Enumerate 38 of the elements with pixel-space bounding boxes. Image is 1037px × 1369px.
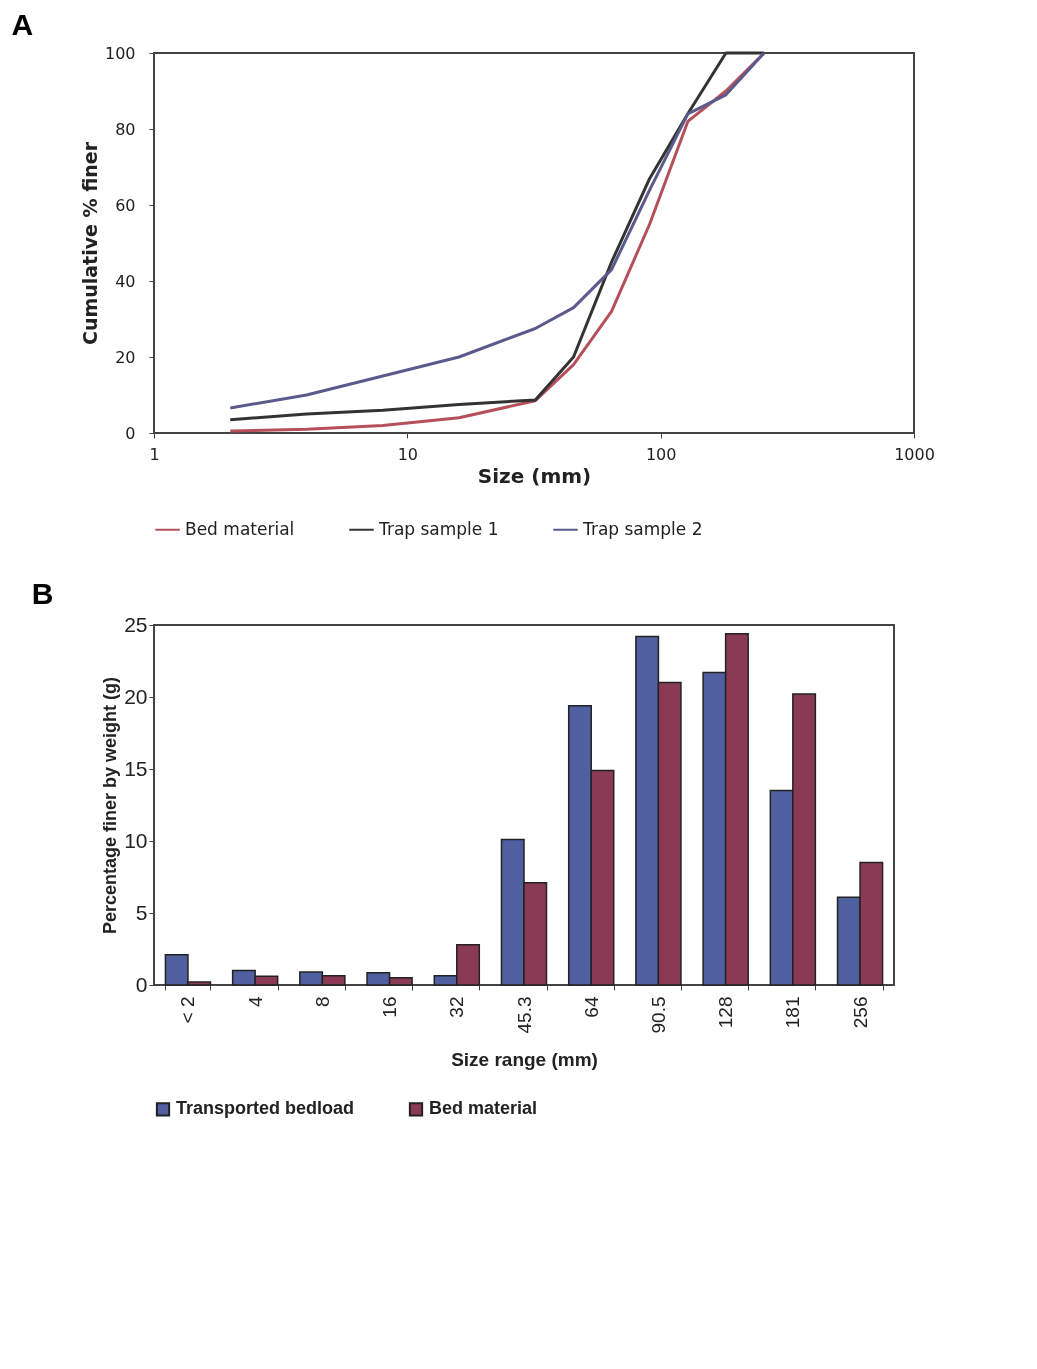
x-tick-label: 1000 bbox=[894, 444, 935, 464]
legend-label: Trap sample 1 bbox=[378, 518, 499, 539]
y-tick-label: 80 bbox=[115, 119, 136, 139]
y-tick-label: 20 bbox=[115, 347, 136, 367]
y-axis-title: Percentage finer by weight (g) bbox=[100, 676, 121, 935]
x-tick-label: 45.3 bbox=[513, 996, 535, 1034]
chart-title: A bbox=[11, 8, 34, 41]
x-tick-label: 10 bbox=[397, 444, 419, 464]
x-tick-label: 128 bbox=[715, 996, 737, 1029]
legend-label: Bed material bbox=[429, 1098, 538, 1119]
legend-label: Trap sample 2 bbox=[582, 518, 703, 539]
x-tick-label: 1 bbox=[149, 444, 160, 464]
y-tick-label: 25 bbox=[124, 612, 148, 636]
y-tick-label: 60 bbox=[115, 195, 136, 215]
x-tick-label: 100 bbox=[645, 444, 677, 464]
x-tick-label: 64 bbox=[580, 996, 602, 1018]
x-tick-label: 8 bbox=[311, 996, 333, 1008]
y-tick-label: 10 bbox=[124, 828, 148, 852]
x-axis-title: Size range (mm) bbox=[451, 1049, 598, 1071]
y-tick-label: 100 bbox=[104, 43, 136, 63]
x-tick-label: 32 bbox=[446, 996, 468, 1018]
x-tick-label: 4 bbox=[244, 996, 266, 1008]
y-tick-label: 15 bbox=[124, 756, 148, 780]
y-tick-label: 0 bbox=[125, 423, 136, 443]
x-axis-title: Size (mm) bbox=[477, 463, 592, 488]
y-tick-label: 20 bbox=[124, 684, 148, 708]
y-tick-label: 5 bbox=[135, 900, 148, 924]
legend-label: Transported bedload bbox=[176, 1098, 355, 1119]
y-tick-label: 40 bbox=[115, 271, 136, 291]
x-tick-label: 256 bbox=[849, 996, 871, 1029]
x-tick-label: 181 bbox=[782, 996, 804, 1029]
y-axis-title: Cumulative % finer bbox=[78, 141, 101, 346]
x-tick-label: 90.5 bbox=[647, 996, 669, 1034]
legend-label: Bed material bbox=[185, 518, 295, 539]
x-tick-label: < 2 bbox=[177, 996, 199, 1024]
x-tick-label: 16 bbox=[379, 996, 401, 1018]
y-tick-label: 0 bbox=[135, 972, 148, 996]
chart-title: B bbox=[31, 577, 54, 610]
